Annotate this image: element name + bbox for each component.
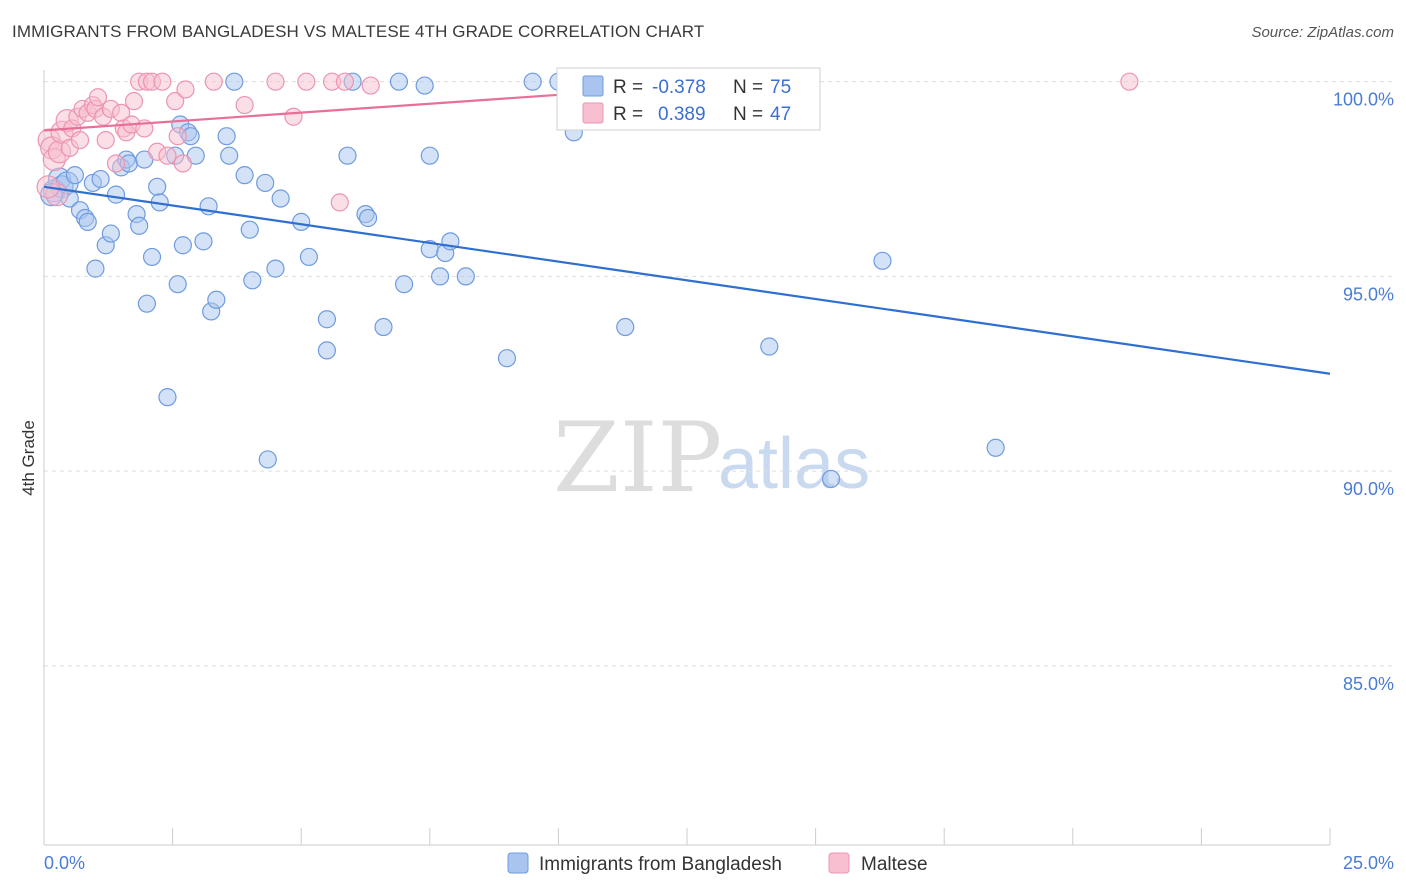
x-tick-marks: [43, 828, 1331, 845]
y-tick-label: 85.0%: [1343, 674, 1394, 694]
bangladesh-point: [137, 294, 156, 313]
maltese-point: [204, 72, 223, 91]
legend-r-label-1: R =: [613, 77, 643, 98]
maltese-point: [106, 154, 126, 173]
bangladesh-point: [258, 450, 277, 469]
maltese-point: [158, 146, 177, 165]
maltese-point: [176, 80, 195, 99]
y-tick-labels: 85.0% 90.0% 95.0% 100.0%: [1333, 90, 1394, 694]
series-bangladesh-points: [40, 72, 1005, 489]
bangladesh-point: [158, 388, 177, 407]
watermark-atlas: atlas: [718, 424, 870, 504]
bangladesh-point: [338, 146, 357, 165]
bangladesh-point: [523, 72, 542, 91]
bangladesh-point: [497, 349, 517, 368]
bangladesh-point: [78, 212, 97, 231]
bangladesh-point: [616, 317, 635, 337]
bangladesh-point: [420, 146, 439, 165]
bangladesh-point: [821, 469, 841, 489]
bangladesh-point: [266, 259, 285, 278]
bangladesh-point: [173, 236, 192, 255]
maltese-point: [284, 107, 303, 126]
maltese-point: [166, 92, 185, 111]
bangladesh-point: [142, 247, 162, 267]
bangladesh-point: [271, 189, 290, 208]
chart-title: IMMIGRANTS FROM BANGLADESH VS MALTESE 4T…: [12, 22, 705, 41]
bangladesh-point: [374, 317, 393, 337]
bottom-legend-label-bangladesh: Immigrants from Bangladesh: [539, 854, 782, 875]
bangladesh-point: [358, 208, 378, 228]
y-axis-label: 4th Grade: [19, 420, 38, 496]
legend-n-label-1: N =: [733, 77, 763, 98]
bangladesh-point: [299, 247, 319, 267]
bangladesh-point: [240, 220, 259, 239]
maltese-point: [297, 72, 316, 91]
legend-r-label-2: R =: [613, 104, 643, 125]
bangladesh-point: [292, 212, 311, 231]
maltese-point: [335, 72, 355, 91]
legend-n-value-1: 75: [770, 77, 791, 98]
bangladesh-point: [217, 127, 236, 146]
bangladesh-point: [873, 251, 892, 270]
legend-swatch-maltese: [582, 102, 604, 124]
bangladesh-point: [91, 169, 110, 189]
maltese-point: [153, 72, 172, 91]
maltese-point: [266, 72, 285, 91]
maltese-point: [173, 154, 192, 173]
bangladesh-point: [986, 438, 1005, 457]
bangladesh-point: [130, 216, 149, 235]
bangladesh-point: [760, 337, 779, 356]
maltese-point: [235, 95, 254, 115]
legend-swatch-bangladesh: [582, 75, 604, 97]
bottom-legend-swatch-bangladesh: [507, 852, 529, 874]
bangladesh-point: [456, 267, 475, 286]
maltese-point: [88, 88, 108, 107]
bangladesh-point: [394, 275, 414, 294]
maltese-point: [70, 131, 90, 150]
bangladesh-point: [194, 232, 213, 251]
bangladesh-point: [317, 310, 337, 329]
bangladesh-point: [256, 173, 275, 193]
legend-n-label-2: N =: [733, 104, 763, 125]
bottom-legend-swatch-maltese: [828, 852, 850, 874]
bangladesh-point: [317, 341, 337, 360]
bangladesh-point: [220, 146, 239, 165]
bangladesh-point: [65, 166, 84, 185]
chart-source: Source: ZipAtlas.com: [1251, 24, 1394, 41]
maltese-point: [330, 193, 349, 212]
maltese-point: [361, 76, 380, 95]
legend-r-value-2: 0.389: [658, 104, 706, 125]
legend-n-value-2: 47: [770, 104, 791, 125]
bangladesh-point: [243, 271, 262, 290]
bangladesh-point: [86, 259, 105, 278]
series-maltese-points: [36, 72, 1139, 212]
y-tick-label: 95.0%: [1343, 284, 1394, 304]
bangladesh-point: [207, 290, 226, 309]
bangladesh-point: [101, 224, 120, 243]
bangladesh-trend-line: [43, 185, 1331, 375]
bangladesh-point: [106, 185, 126, 204]
maltese-point: [1120, 72, 1139, 91]
y-tick-label: 90.0%: [1343, 479, 1394, 499]
bangladesh-point: [225, 72, 244, 91]
x-tick-label-min: 0.0%: [44, 853, 85, 873]
bangladesh-point: [415, 76, 434, 95]
y-tick-label: 100.0%: [1333, 90, 1394, 110]
watermark-zip: ZIP: [553, 402, 722, 514]
bottom-legend-label-maltese: Maltese: [861, 854, 928, 875]
maltese-point: [96, 131, 115, 150]
bangladesh-point: [148, 177, 167, 196]
series-legend: Immigrants from Bangladesh Maltese: [507, 852, 928, 875]
bangladesh-point: [168, 275, 187, 294]
legend-r-value-1: -0.378: [652, 77, 706, 98]
bangladesh-point: [389, 72, 409, 91]
maltese-point: [124, 92, 144, 111]
bangladesh-point: [430, 267, 450, 286]
bangladesh-point: [235, 166, 254, 185]
x-tick-label-max: 25.0%: [1343, 853, 1394, 873]
correlation-legend: R = -0.378 N = 75 R = 0.389 N = 47: [556, 67, 821, 131]
maltese-point: [168, 127, 187, 146]
